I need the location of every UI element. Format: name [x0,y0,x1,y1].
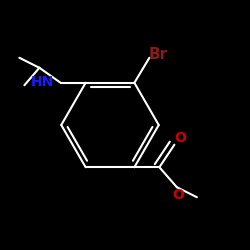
Text: Br: Br [148,46,168,62]
Text: HN: HN [31,74,54,88]
Text: O: O [175,132,186,145]
Text: O: O [172,188,184,202]
